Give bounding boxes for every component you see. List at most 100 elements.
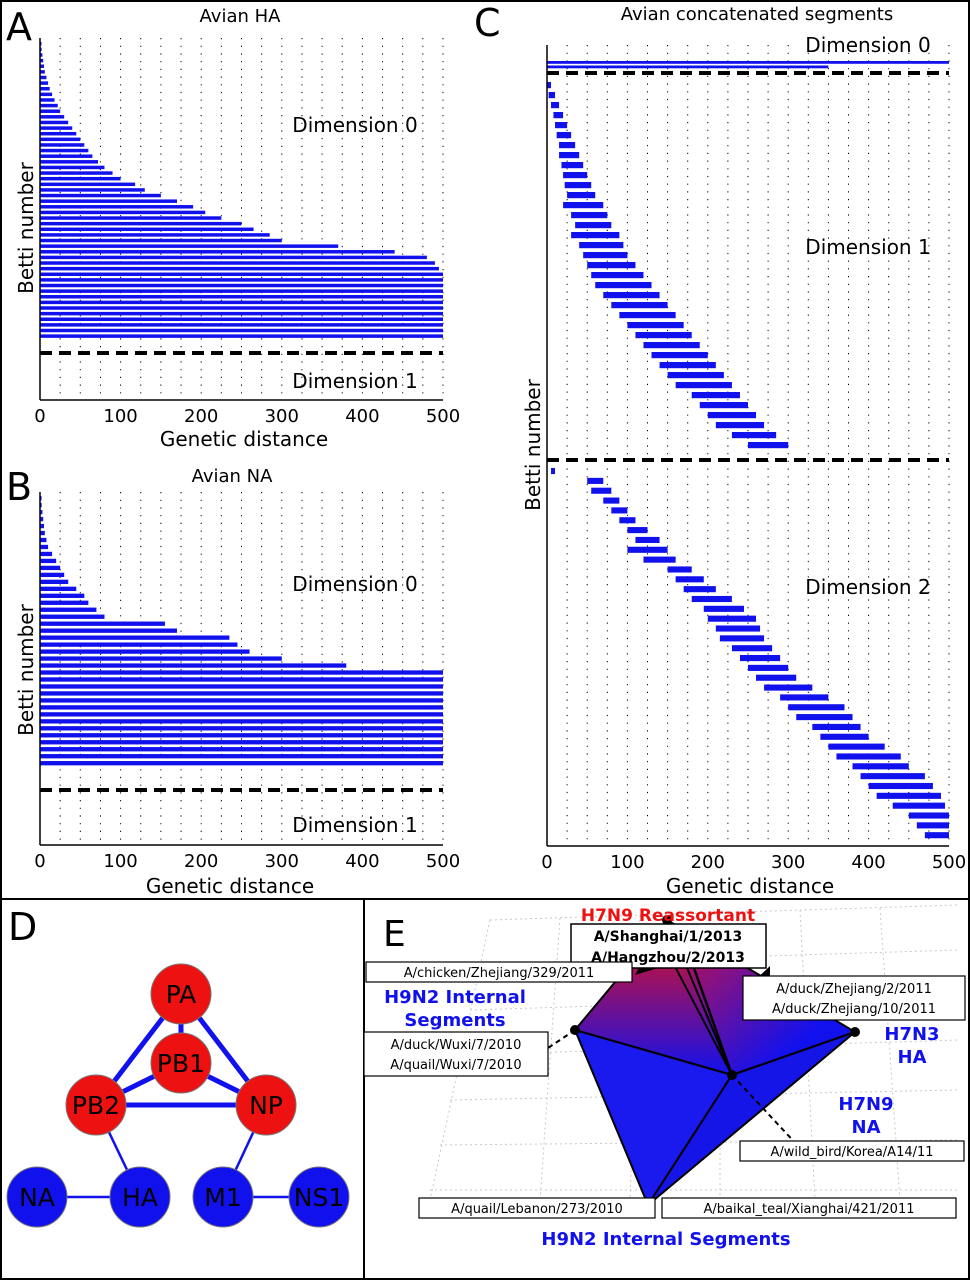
node-label-m1: M1	[204, 1183, 241, 1212]
barcode-bar	[916, 822, 949, 829]
panel-c-dim0-label: Dimension 0	[805, 33, 930, 57]
barcode-bar	[40, 244, 339, 248]
x-tick-label: 0	[34, 851, 45, 872]
barcode-bar	[40, 58, 44, 63]
barcode-bar	[40, 726, 443, 731]
barcode-bar	[40, 115, 65, 119]
barcode-bar	[651, 352, 708, 359]
strain-duck-zhejiang-2: A/duck/Zhejiang/2/2011	[776, 982, 932, 997]
barcode-bar	[40, 182, 136, 187]
barcode-bar	[40, 593, 85, 598]
barcode-bar	[547, 65, 829, 69]
barcode-bar	[619, 517, 636, 524]
barcode-bar	[559, 142, 576, 149]
barcode-bar	[587, 262, 636, 269]
barcode-bar	[40, 131, 77, 136]
x-tick-label: 0	[541, 852, 552, 873]
strain-chicken-zhejiang: A/chicken/Zhejiang/329/2011	[404, 966, 595, 981]
node-label-ha: HA	[122, 1183, 158, 1212]
barcode-bar	[667, 372, 724, 379]
node-na: NA	[6, 1166, 68, 1228]
barcode-bar	[40, 210, 206, 215]
barcode-bar	[40, 317, 443, 321]
label-box-top: A/Shanghai/1/2013 A/Hangzhou/2/2013	[570, 923, 767, 969]
panel-b-title: Avian NA	[192, 466, 274, 487]
panel-c-title: Avian concatenated segments	[621, 4, 894, 25]
barcode-bar	[40, 719, 443, 724]
barcode-bar	[561, 162, 584, 169]
barcode-bar	[40, 148, 89, 153]
barcode-bar	[627, 322, 684, 329]
arrow-line-center	[688, 956, 734, 1076]
barcode-bar	[643, 342, 700, 349]
panel-b-xlabel: Genetic distance	[146, 874, 314, 898]
barcode-bar	[40, 47, 42, 52]
barcode-bar	[556, 132, 572, 139]
panel-d-letter: D	[8, 905, 37, 949]
barcode-bar	[40, 120, 69, 125]
panel-a-bars	[40, 42, 443, 338]
panel-b-xticks: 0 100 200 300 400 500	[34, 851, 460, 872]
barcode-bar	[40, 137, 81, 142]
barcode-bar	[619, 312, 676, 319]
barcode-bar	[603, 292, 660, 299]
node-label-pb1: PB1	[157, 1049, 205, 1078]
x-tick-label: 400	[345, 406, 379, 427]
strain-quail-wuxi: A/quail/Wuxi/7/2010	[390, 1058, 521, 1073]
barcode-bar	[40, 614, 105, 619]
barcode-bar	[924, 832, 949, 839]
label-box-chicken: A/chicken/Zhejiang/329/2011	[365, 961, 633, 983]
barcode-bar	[659, 362, 716, 369]
vertex-right	[850, 1027, 860, 1037]
barcode-bar	[715, 625, 761, 632]
barcode-bar	[40, 98, 55, 102]
barcode-bar	[748, 664, 789, 671]
barcode-bar	[643, 556, 676, 563]
panel-a-xlabel: Genetic distance	[160, 427, 328, 451]
barcode-bar	[40, 607, 97, 612]
barcode-bar	[571, 232, 620, 239]
barcode-bar	[852, 763, 909, 770]
barcode-bar	[591, 272, 644, 279]
node-pa: PA	[150, 963, 212, 1025]
barcode-bar	[40, 188, 145, 192]
barcode-bar	[40, 283, 443, 288]
barcode-bar	[40, 705, 443, 710]
barcode-bar	[908, 812, 949, 819]
barcode-bar	[748, 442, 789, 449]
panel-a-ylabel: Betti number	[14, 161, 38, 293]
barcode-bar	[868, 782, 933, 790]
barcode-bar	[40, 165, 105, 170]
barcode-bar	[719, 635, 765, 642]
panel-c-dim2-bars	[551, 468, 949, 839]
barcode-bar	[559, 152, 580, 159]
barcode-bar	[571, 212, 608, 219]
barcode-bar	[40, 70, 45, 74]
barcode-bar	[40, 227, 254, 232]
barcode-bar	[563, 172, 588, 179]
node-pb2: PB2	[65, 1074, 127, 1136]
panel-b-bars	[40, 496, 443, 766]
barcode-bar	[611, 507, 628, 514]
barcode-bar	[40, 656, 282, 661]
panel-a-xticks: 0 100 200 300 400 500	[34, 406, 460, 427]
x-tick-label: 100	[103, 406, 137, 427]
barcode-bar	[40, 205, 194, 209]
strain-wild-bird-korea: A/wild_bird/Korea/A14/11	[770, 1145, 933, 1160]
panel-a-dim0-label: Dimension 0	[292, 113, 417, 137]
x-tick-label: 100	[103, 851, 137, 872]
panel-c-dim1-bars	[547, 82, 789, 449]
barcode-bar	[627, 527, 648, 534]
barcode-bar	[731, 432, 777, 439]
barcode-bar	[40, 193, 161, 198]
x-tick-label: 500	[426, 406, 460, 427]
x-tick-label: 300	[265, 851, 299, 872]
panel-b-grid	[59, 492, 444, 845]
x-tick-label: 100	[610, 852, 644, 873]
barcode-bar	[756, 674, 797, 681]
x-tick-label: 300	[771, 852, 805, 873]
barcode-bar	[40, 635, 230, 640]
barcode-bar	[860, 773, 925, 780]
barcode-bar	[591, 487, 612, 494]
panel-c-dim1-label: Dimension 1	[805, 235, 930, 259]
